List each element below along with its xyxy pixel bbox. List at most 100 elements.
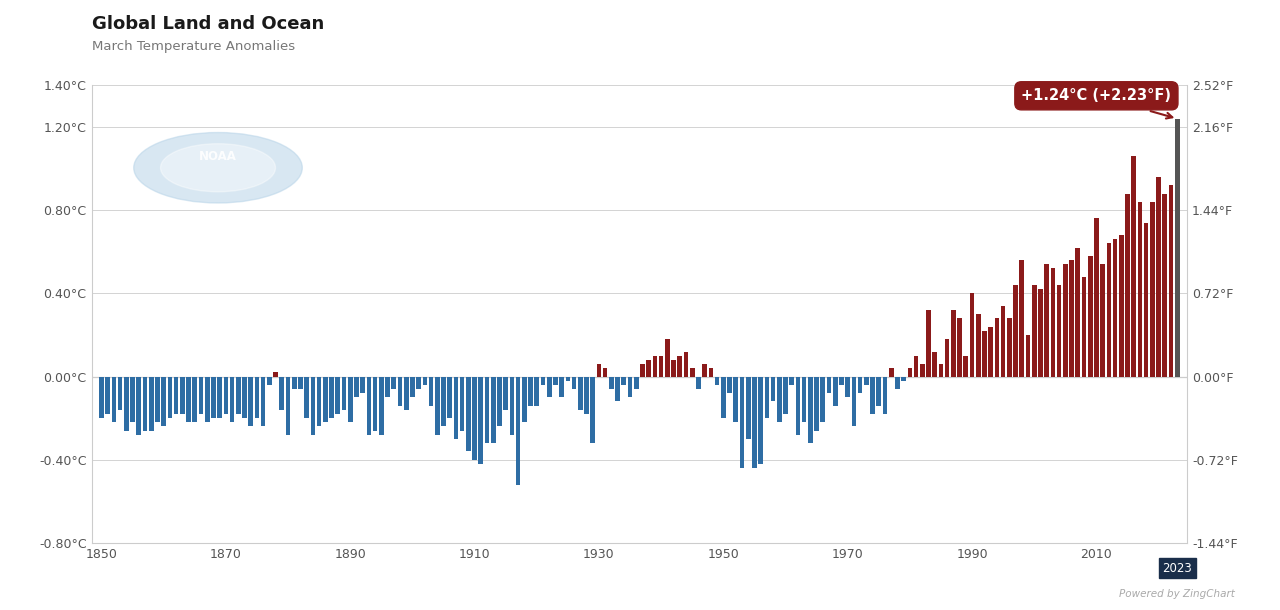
Bar [553,376,558,385]
Bar [348,376,352,422]
Bar [137,376,141,435]
Bar [1106,243,1111,376]
Bar [279,376,284,410]
Bar [448,376,452,418]
Bar [479,376,483,464]
Bar [1094,218,1098,376]
Bar [1019,260,1024,376]
Bar [435,376,439,435]
Bar [584,376,589,414]
Bar [653,356,657,376]
Bar [864,376,869,385]
Bar [590,376,595,443]
Bar [211,376,216,418]
Bar [833,376,837,406]
Bar [509,376,515,435]
Bar [516,376,521,485]
Bar [1125,193,1130,376]
Bar [883,376,887,414]
Bar [416,376,421,389]
Bar [1156,177,1161,376]
Bar [964,356,968,376]
Bar [572,376,576,389]
Bar [118,376,123,410]
Bar [1057,285,1061,376]
Bar [888,368,893,376]
Bar [1119,235,1124,376]
Bar [603,368,608,376]
Bar [995,318,1000,376]
Bar [877,376,881,406]
Bar [733,376,739,422]
Bar [870,376,874,414]
Bar [292,376,297,389]
Bar [180,376,184,414]
Bar [1101,264,1105,376]
Bar [920,364,924,376]
Bar [168,376,173,418]
Bar [155,376,160,422]
Text: +1.24°C (+2.23°F): +1.24°C (+2.23°F) [1021,88,1172,118]
Bar [236,376,241,414]
Bar [957,318,963,376]
Bar [329,376,334,418]
Bar [840,376,844,385]
Bar [131,376,134,422]
Bar [1169,185,1174,376]
Bar [640,364,645,376]
Bar [758,376,763,464]
Bar [124,376,129,431]
Bar [453,376,458,439]
Bar [355,376,358,397]
Bar [616,376,620,401]
Bar [1038,289,1043,376]
Bar [248,376,253,426]
Bar [540,376,545,385]
Bar [273,372,278,376]
Bar [1112,239,1117,376]
Bar [764,376,769,418]
Bar [105,376,110,414]
Bar [335,376,340,414]
Bar [316,376,321,426]
Bar [460,376,465,431]
Bar [535,376,539,406]
Bar [1144,223,1148,376]
Text: Powered by ZingChart: Powered by ZingChart [1119,589,1235,599]
Bar [1032,285,1037,376]
Bar [1001,306,1006,376]
Bar [372,376,378,431]
Bar [410,376,415,397]
Bar [142,376,147,431]
Bar [385,376,390,397]
Bar [579,376,582,410]
Bar [1149,202,1155,376]
Bar [721,376,726,418]
Bar [229,376,234,422]
Bar [522,376,526,422]
Bar [709,368,713,376]
Bar [492,376,495,443]
Bar [547,376,552,397]
Bar [851,376,856,426]
Bar [285,376,291,435]
Bar [801,376,806,422]
Bar [429,376,434,406]
Bar [783,376,787,414]
Bar [1162,193,1167,376]
Bar [938,364,943,376]
Bar [659,356,663,376]
Bar [1044,264,1050,376]
Text: Global Land and Ocean: Global Land and Ocean [92,15,324,34]
Bar [932,351,937,376]
Bar [466,376,471,451]
Bar [111,376,116,422]
Bar [677,356,682,376]
Bar [827,376,831,393]
Bar [796,376,800,435]
Bar [951,310,956,376]
Bar [305,376,308,418]
Bar [982,331,987,376]
Bar [161,376,166,426]
Bar [927,310,931,376]
